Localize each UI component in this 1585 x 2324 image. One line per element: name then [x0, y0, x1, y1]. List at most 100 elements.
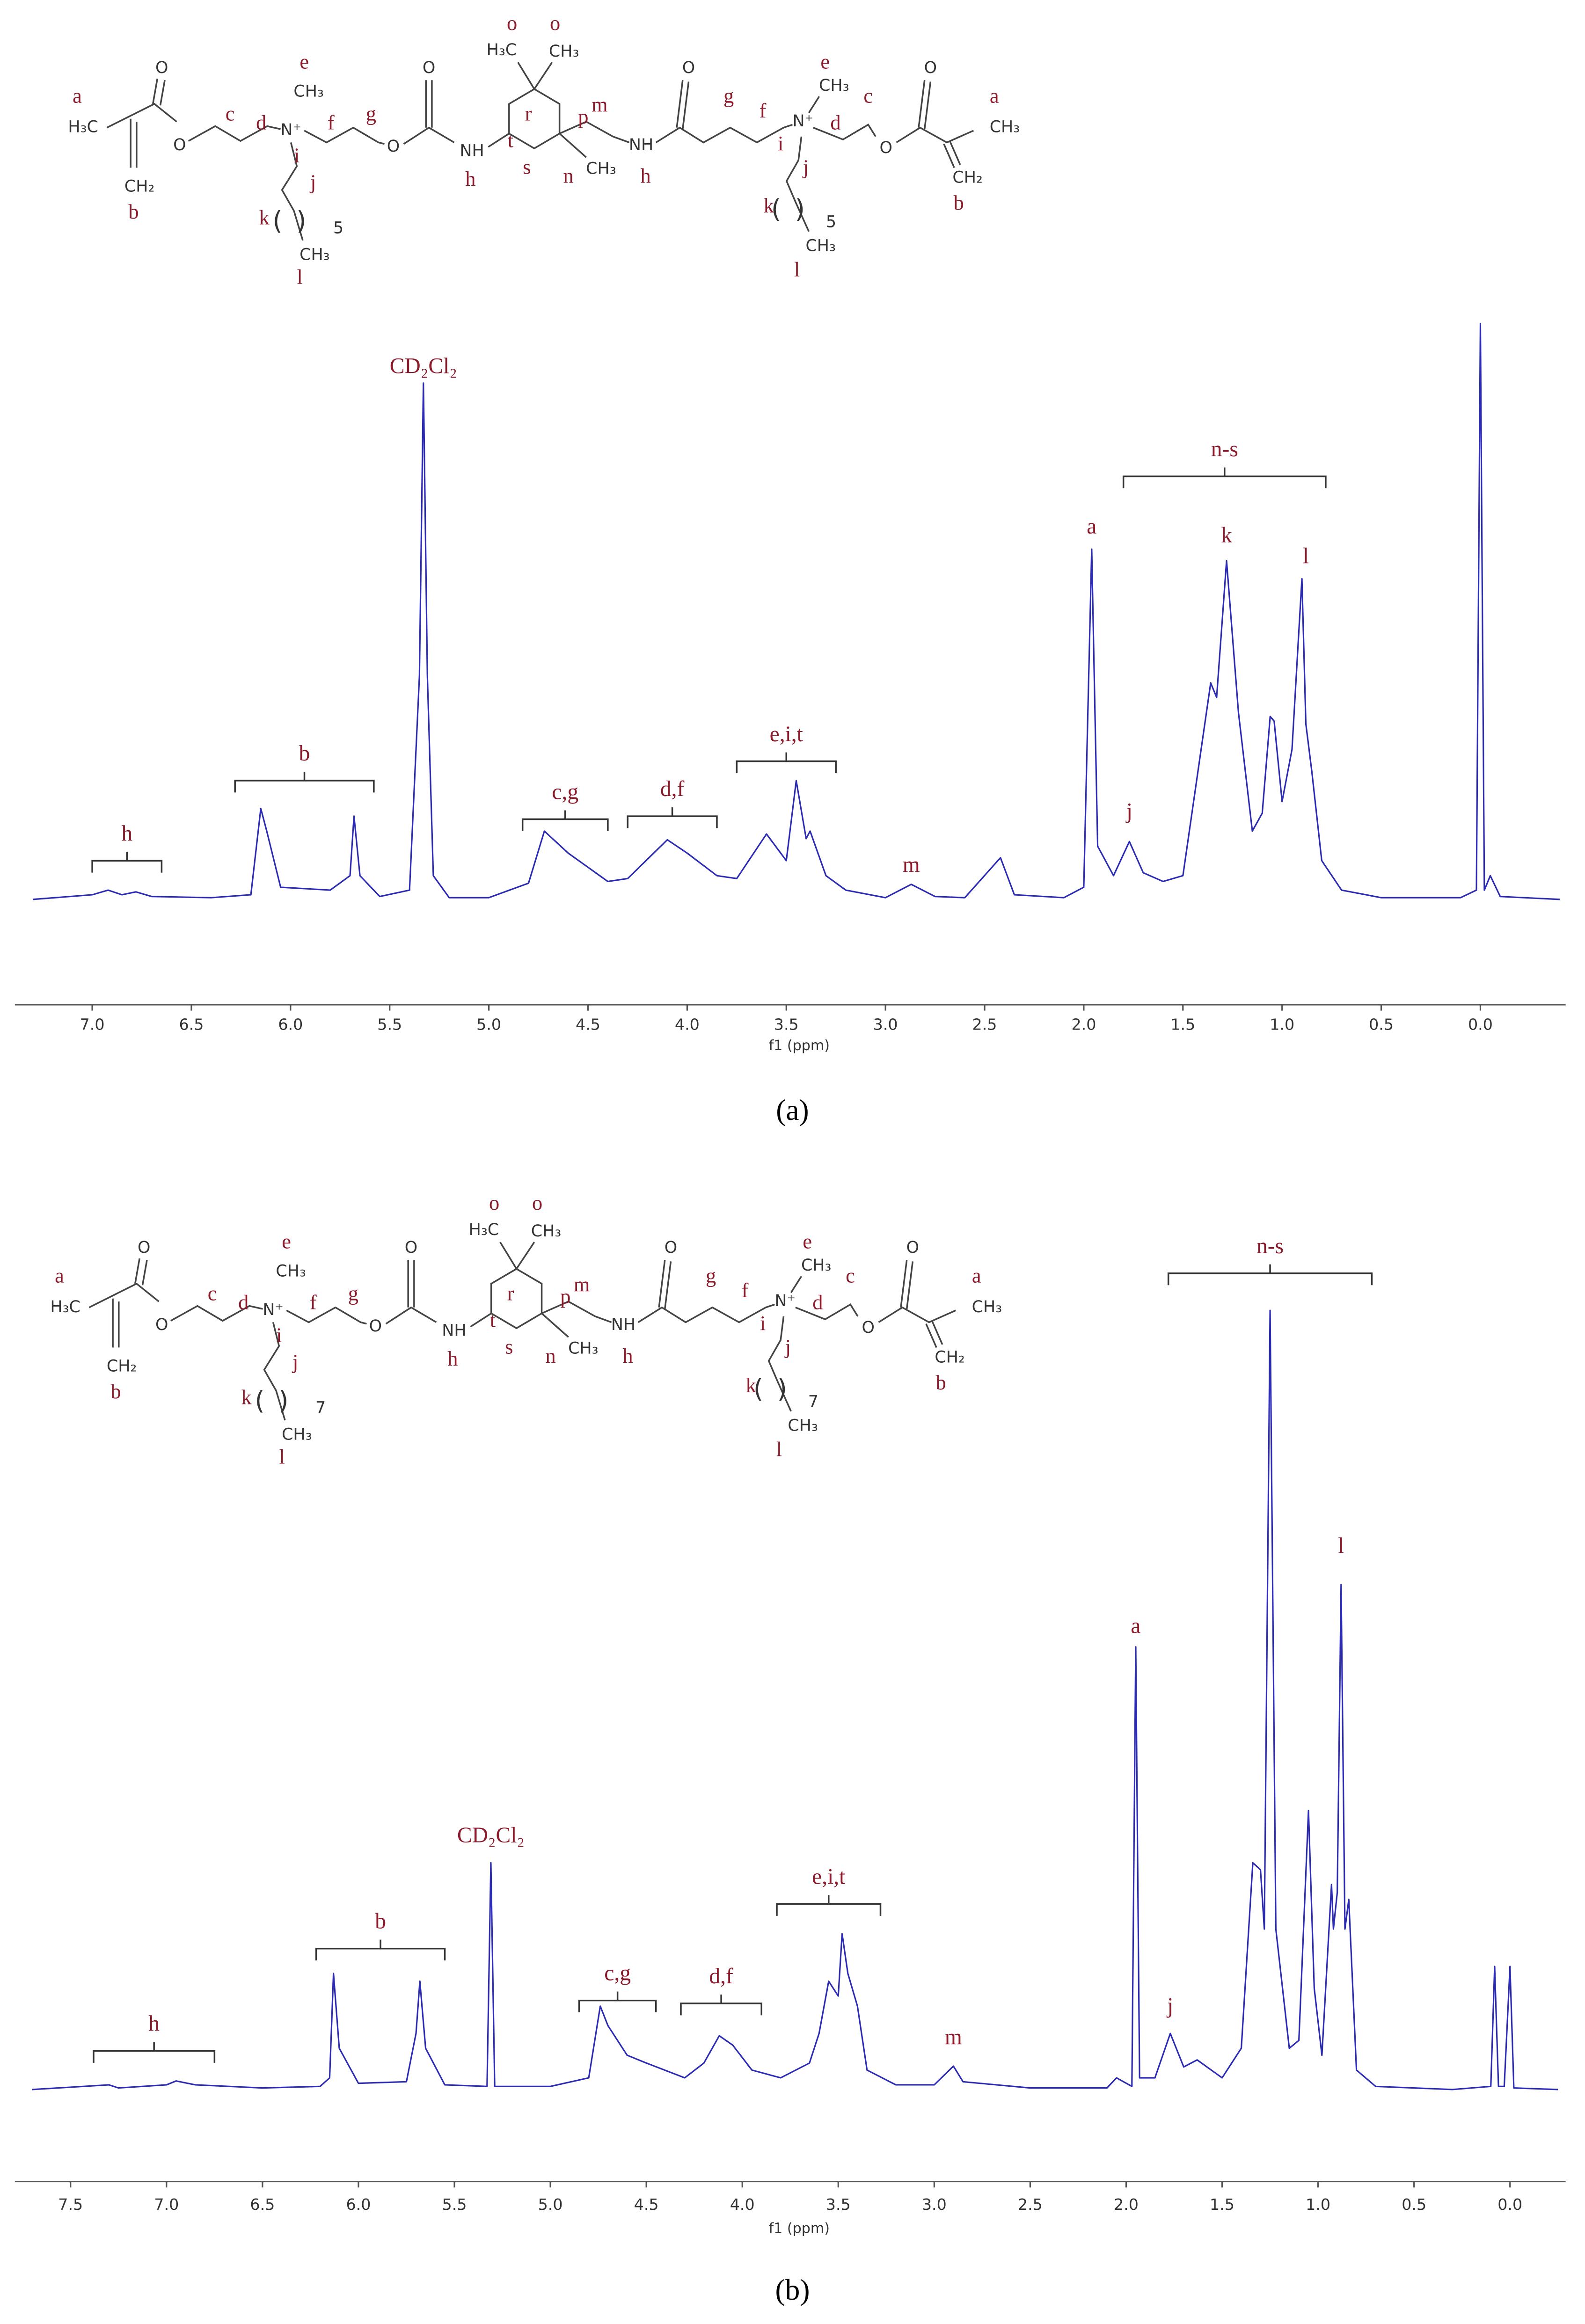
- x-tick-label: 2.0: [1071, 1016, 1096, 1034]
- structure-letter: e: [820, 50, 830, 73]
- structure-atom: CH₃: [568, 1339, 599, 1358]
- structure-atom: O: [138, 1238, 150, 1257]
- structure-letter: l: [794, 258, 800, 281]
- structure-atom: CH₃: [276, 1262, 306, 1281]
- structure-letter: a: [990, 84, 999, 107]
- structure-letter: s: [505, 1335, 513, 1359]
- structure-atom: O: [924, 58, 937, 77]
- structure-letter: g: [348, 1282, 358, 1305]
- structure-atom: NH: [442, 1322, 466, 1340]
- peak-label: l: [1303, 544, 1309, 568]
- x-tick-label: 6.0: [346, 2195, 371, 2214]
- structure-atom: 7: [808, 1393, 818, 1411]
- structure-atom: ( ): [771, 194, 808, 224]
- x-axis-label: f1 (ppm): [769, 1038, 830, 1054]
- spectrum-line: [32, 1309, 1558, 2090]
- bracket-label: h: [121, 821, 132, 846]
- x-tick-label: 5.0: [476, 1016, 501, 1034]
- structure-letter: g: [723, 84, 734, 107]
- structure-letter: s: [523, 155, 531, 179]
- bracket-label: h: [148, 2012, 160, 2036]
- peak-label: j: [1125, 799, 1132, 824]
- x-tick-label: 2.5: [972, 1016, 997, 1034]
- structure-letter: a: [972, 1264, 981, 1287]
- structure-letter: i: [294, 143, 299, 167]
- caption: (a): [776, 1093, 809, 1126]
- peak-label: CD₂Cl₂: [457, 1823, 525, 1848]
- structure-letter: o: [532, 1191, 542, 1214]
- structure-atom: H₃C: [469, 1220, 499, 1239]
- x-tick-label: 5.0: [538, 2195, 563, 2214]
- x-tick-label: 1.5: [1170, 1016, 1195, 1034]
- structure-letter: b: [128, 200, 139, 223]
- bracket: [680, 1995, 762, 2016]
- structure-letter: g: [706, 1264, 716, 1287]
- structure-atom: O: [682, 58, 695, 77]
- structure-letter: h: [447, 1347, 458, 1370]
- structure-atom: 5: [826, 213, 836, 232]
- peak-label: l: [1338, 1534, 1344, 1558]
- structure-atom: ( ): [753, 1374, 790, 1403]
- x-tick-label: 3.5: [826, 2195, 851, 2214]
- x-tick-label: 7.0: [80, 1016, 105, 1034]
- bracket: [578, 1991, 657, 2013]
- structure-atom: CH₃: [586, 160, 616, 178]
- x-tick-label: 7.5: [58, 2195, 83, 2214]
- structure-atom: NH: [629, 136, 653, 154]
- bracket-label: n-s: [1256, 1234, 1284, 1258]
- structure-letter: h: [622, 1344, 633, 1367]
- structure-atom: O: [906, 1238, 919, 1257]
- bracket: [1122, 467, 1327, 489]
- structure-atom: H₃C: [487, 41, 517, 59]
- structure-atom: CH₂: [935, 1348, 965, 1367]
- x-tick-label: 5.5: [377, 1016, 402, 1034]
- structure-atom: N⁺: [263, 1301, 284, 1319]
- structure-letter: k: [746, 1374, 757, 1397]
- x-tick-label: 6.5: [250, 2195, 275, 2214]
- bracket: [627, 807, 718, 828]
- x-tick-label: 4.0: [675, 1016, 700, 1034]
- bracket-label: n-s: [1211, 437, 1238, 461]
- structure-atom: CH₃: [299, 245, 330, 264]
- structure-atom: CH₃: [990, 118, 1020, 137]
- structure-letter: o: [507, 11, 517, 35]
- structure-letter: o: [550, 11, 560, 35]
- bracket: [736, 752, 837, 774]
- structure-letter: j: [292, 1350, 298, 1373]
- structure-atom: CH₂: [107, 1357, 137, 1376]
- structure-letter: h: [640, 164, 650, 188]
- x-tick-label: 1.0: [1306, 2195, 1330, 2214]
- structure-letter: l: [297, 265, 303, 288]
- structure-letter: k: [764, 194, 774, 217]
- caption: (b): [775, 2273, 810, 2306]
- structure-atom: O: [173, 136, 186, 154]
- structure-letter: i: [760, 1311, 766, 1335]
- peak-label: m: [945, 2025, 962, 2049]
- structure-atom: O: [405, 1238, 417, 1257]
- structure-atom: O: [665, 1238, 677, 1257]
- structure-letter: e: [803, 1230, 812, 1253]
- spectrum-line: [32, 322, 1560, 900]
- bracket: [93, 2042, 216, 2063]
- structure-letter: t: [490, 1308, 496, 1332]
- structure-atom: CH₃: [549, 42, 579, 61]
- structure-letter: l: [776, 1438, 782, 1461]
- structure-atom: CH₃: [282, 1425, 312, 1444]
- structure-letter: c: [226, 102, 235, 125]
- structure-letter: b: [936, 1371, 946, 1394]
- x-axis-label: f1 (ppm): [769, 2221, 830, 2237]
- structure-atom: NH: [611, 1315, 635, 1334]
- structure-letter: g: [366, 102, 376, 125]
- structure-atom: CH₃: [531, 1222, 562, 1241]
- structure-letter: f: [760, 99, 767, 122]
- structure-letter: k: [259, 206, 270, 229]
- structure-atom: ( ): [255, 1386, 291, 1415]
- structure-atom: H₃C: [68, 118, 98, 137]
- structure-letter: f: [328, 111, 335, 134]
- x-tick-label: 0.5: [1402, 2195, 1426, 2214]
- x-tick-label: 2.5: [1018, 2195, 1043, 2214]
- x-tick-label: 3.0: [922, 2195, 947, 2214]
- structure-letter: o: [489, 1191, 499, 1214]
- structure-atom: N⁺: [280, 121, 301, 139]
